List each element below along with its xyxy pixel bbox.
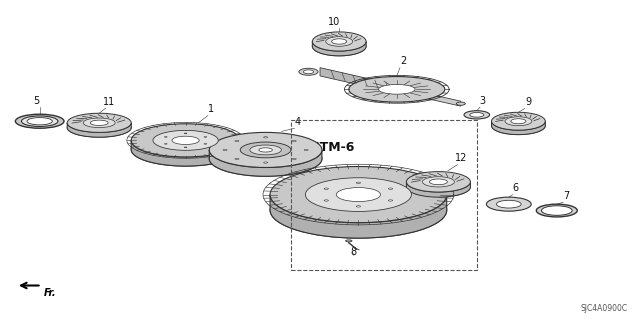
- Ellipse shape: [379, 85, 415, 94]
- Ellipse shape: [406, 172, 470, 192]
- Ellipse shape: [346, 240, 352, 242]
- Ellipse shape: [270, 182, 447, 238]
- Ellipse shape: [22, 116, 58, 126]
- Polygon shape: [397, 87, 461, 106]
- Ellipse shape: [332, 39, 347, 44]
- Ellipse shape: [235, 140, 239, 142]
- Ellipse shape: [259, 148, 273, 152]
- Ellipse shape: [541, 206, 572, 215]
- Polygon shape: [67, 123, 131, 137]
- Text: 3: 3: [479, 96, 485, 106]
- Ellipse shape: [153, 130, 218, 150]
- Polygon shape: [209, 150, 322, 176]
- Ellipse shape: [67, 113, 131, 132]
- Ellipse shape: [240, 142, 291, 158]
- Text: 12: 12: [454, 153, 467, 163]
- Ellipse shape: [250, 145, 282, 155]
- Ellipse shape: [536, 204, 577, 217]
- Text: 10: 10: [328, 17, 340, 27]
- Ellipse shape: [299, 68, 318, 75]
- Ellipse shape: [349, 77, 445, 102]
- Ellipse shape: [312, 37, 366, 56]
- Ellipse shape: [486, 197, 531, 211]
- Ellipse shape: [406, 177, 470, 197]
- Text: 7: 7: [563, 191, 570, 201]
- Ellipse shape: [131, 124, 240, 157]
- Ellipse shape: [172, 136, 199, 145]
- Ellipse shape: [470, 113, 484, 117]
- Ellipse shape: [456, 102, 465, 105]
- Bar: [291, 120, 477, 270]
- Ellipse shape: [324, 188, 328, 189]
- Ellipse shape: [505, 117, 532, 126]
- Ellipse shape: [270, 167, 447, 223]
- Text: 5: 5: [33, 96, 40, 106]
- Ellipse shape: [324, 200, 328, 201]
- Ellipse shape: [131, 133, 240, 166]
- Ellipse shape: [90, 120, 108, 125]
- Ellipse shape: [429, 179, 447, 185]
- Ellipse shape: [264, 162, 268, 163]
- Text: SJC4A0900C: SJC4A0900C: [580, 304, 627, 313]
- Polygon shape: [492, 121, 545, 135]
- Ellipse shape: [264, 137, 268, 138]
- Ellipse shape: [303, 70, 314, 74]
- Ellipse shape: [356, 182, 360, 183]
- Ellipse shape: [184, 147, 187, 148]
- Ellipse shape: [312, 32, 366, 51]
- Text: 1: 1: [208, 104, 214, 114]
- Ellipse shape: [209, 141, 322, 176]
- Ellipse shape: [184, 133, 187, 134]
- Polygon shape: [312, 41, 366, 56]
- Ellipse shape: [388, 188, 393, 189]
- Ellipse shape: [511, 119, 526, 124]
- Ellipse shape: [67, 118, 131, 137]
- Ellipse shape: [209, 132, 322, 167]
- Ellipse shape: [388, 200, 393, 201]
- Ellipse shape: [27, 118, 52, 125]
- Text: 6: 6: [512, 183, 518, 193]
- Ellipse shape: [326, 37, 353, 46]
- Ellipse shape: [83, 118, 115, 128]
- Ellipse shape: [15, 114, 64, 128]
- Text: 11: 11: [102, 97, 115, 107]
- Ellipse shape: [464, 111, 490, 119]
- Text: 9: 9: [525, 97, 531, 107]
- Ellipse shape: [492, 117, 545, 135]
- Text: 4: 4: [294, 117, 301, 127]
- Ellipse shape: [305, 178, 412, 211]
- Ellipse shape: [337, 188, 380, 202]
- Ellipse shape: [356, 206, 360, 207]
- Ellipse shape: [292, 158, 296, 160]
- Text: 2: 2: [400, 56, 406, 66]
- Polygon shape: [406, 182, 470, 197]
- Polygon shape: [131, 140, 240, 166]
- Ellipse shape: [304, 149, 308, 151]
- Ellipse shape: [492, 112, 545, 130]
- Ellipse shape: [292, 140, 296, 142]
- Ellipse shape: [235, 158, 239, 160]
- Text: Fr.: Fr.: [44, 288, 56, 298]
- Polygon shape: [320, 68, 397, 93]
- Ellipse shape: [223, 149, 227, 151]
- Text: ATM-6: ATM-6: [312, 141, 356, 154]
- Ellipse shape: [422, 177, 454, 187]
- Text: 8: 8: [351, 247, 357, 257]
- Ellipse shape: [497, 200, 521, 208]
- Polygon shape: [270, 195, 447, 238]
